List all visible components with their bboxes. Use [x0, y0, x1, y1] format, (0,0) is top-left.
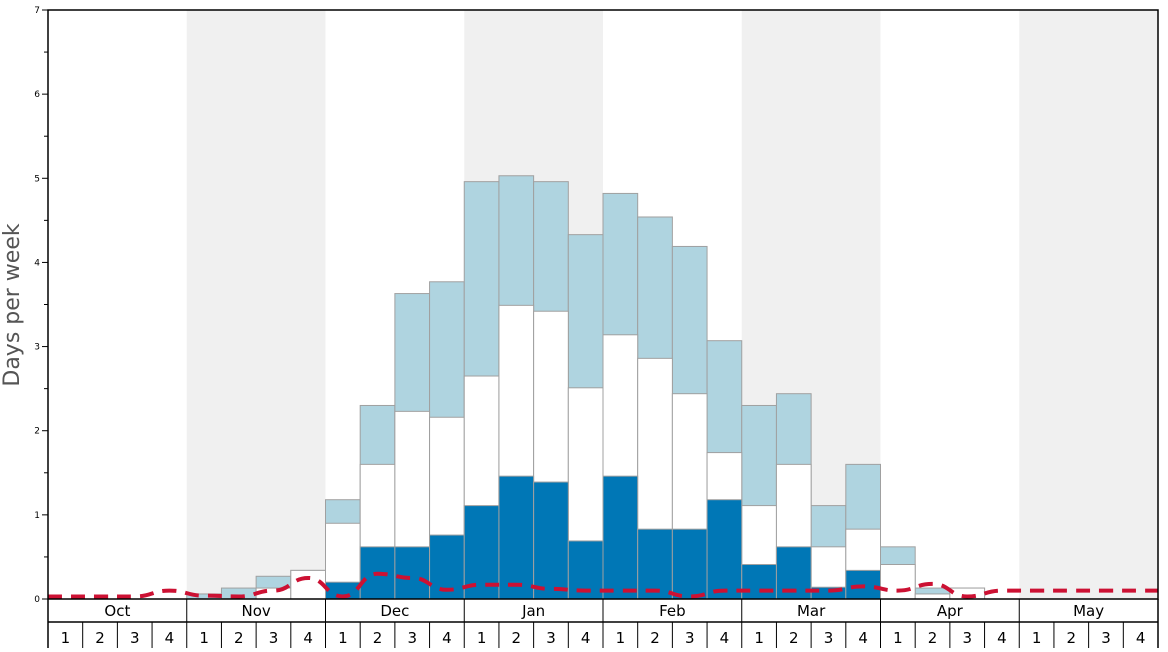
y-tick-label-4: 4 — [34, 258, 40, 268]
week-label-3: 4 — [165, 629, 175, 647]
week-label-12: 1 — [477, 629, 487, 647]
y-tick-label-0: 0 — [34, 595, 40, 605]
week-label-23: 4 — [858, 629, 868, 647]
week-label-7: 4 — [303, 629, 313, 647]
month-shade-may — [1019, 10, 1158, 599]
month-label-jan: Jan — [521, 602, 545, 620]
dashed-line — [48, 571, 1158, 599]
y-tick-label-5: 5 — [34, 174, 40, 184]
week-label-16: 1 — [616, 629, 626, 647]
bar-series2-25 — [914, 593, 951, 600]
week-label-22: 3 — [824, 629, 834, 647]
week-label-20: 1 — [754, 629, 764, 647]
week-label-17: 2 — [650, 629, 660, 647]
week-label-19: 4 — [720, 629, 730, 647]
week-label-2: 3 — [130, 629, 140, 647]
month-label-nov: Nov — [241, 602, 270, 620]
month-label-feb: Feb — [659, 602, 686, 620]
dashed-line-layer — [48, 571, 1158, 599]
y-tick-label-2: 2 — [34, 427, 40, 437]
month-label-oct: Oct — [104, 602, 130, 620]
week-label-9: 2 — [373, 629, 383, 647]
week-label-28: 1 — [1032, 629, 1042, 647]
bar-series1-18 — [671, 528, 708, 600]
week-label-10: 3 — [407, 629, 417, 647]
x-axis: Oct Nov Dec Jan Feb Mar Apr May 1 2 3 4 1 2 3 4 1 2 3 4 1 2 3 4… — [47, 599, 1159, 648]
week-label-21: 2 — [789, 629, 799, 647]
week-label-6: 3 — [269, 629, 279, 647]
week-label-25: 2 — [928, 629, 938, 647]
week-label-14: 3 — [546, 629, 556, 647]
week-label-29: 2 — [1067, 629, 1077, 647]
month-label-may: May — [1073, 602, 1104, 620]
bar-series1-13 — [498, 475, 535, 600]
bar-series1-14 — [533, 481, 569, 600]
bars — [186, 175, 986, 600]
week-label-1: 2 — [95, 629, 105, 647]
y-tick-label-3: 3 — [34, 343, 40, 353]
week-label-27: 4 — [997, 629, 1007, 647]
week-label-5: 2 — [234, 629, 244, 647]
week-label-18: 3 — [685, 629, 695, 647]
week-label-15: 4 — [581, 629, 591, 647]
month-label-apr: Apr — [937, 602, 964, 620]
y-axis-label: Days per week — [0, 223, 25, 386]
y-tick-label-7: 7 — [34, 6, 40, 16]
y-tick-label-6: 6 — [34, 90, 40, 100]
week-label-13: 2 — [512, 629, 522, 647]
bar-series1-17 — [637, 528, 673, 600]
week-label-11: 4 — [442, 629, 452, 647]
week-label-8: 1 — [338, 629, 348, 647]
bar-series1-20 — [741, 564, 777, 600]
week-label-30: 3 — [1101, 629, 1111, 647]
month-label-dec: Dec — [380, 602, 409, 620]
week-label-31: 4 — [1136, 629, 1146, 647]
week-label-4: 1 — [199, 629, 209, 647]
y-tick-label-1: 1 — [34, 511, 40, 521]
week-label-0: 1 — [61, 629, 71, 647]
bar-series1-16 — [602, 475, 639, 600]
month-label-mar: Mar — [797, 602, 826, 620]
month-shade-nov — [186, 10, 326, 599]
bar-series1-10 — [394, 546, 431, 600]
week-label-24: 1 — [893, 629, 903, 647]
bar-series1-19 — [706, 499, 743, 600]
bar-series2-24 — [880, 564, 916, 600]
bar-series2-7 — [290, 569, 326, 600]
week-label-26: 3 — [962, 629, 972, 647]
y-axis: 0 1 2 3 4 5 6 7 — [34, 6, 48, 605]
